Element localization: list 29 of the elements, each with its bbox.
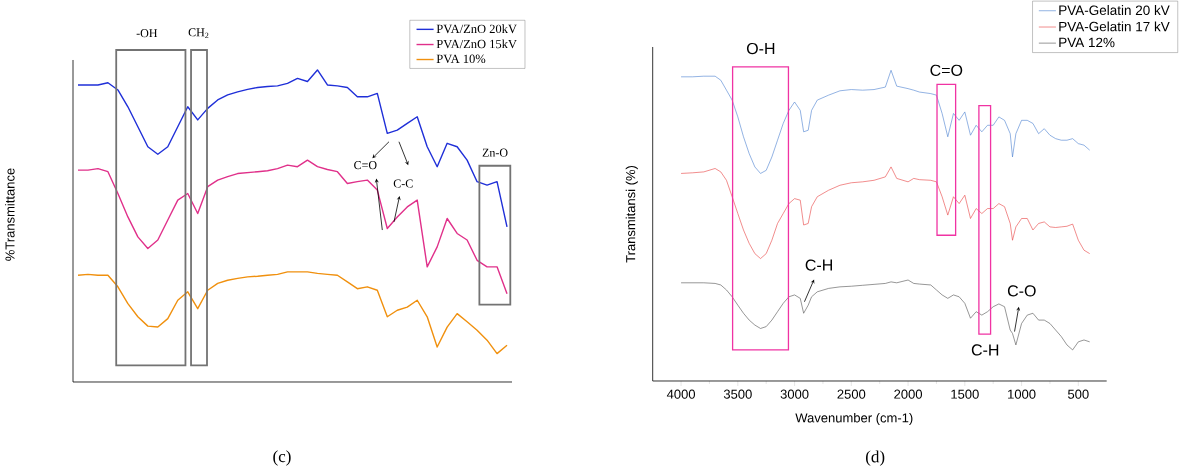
- legend-label: PVA-Gelatin 20 kV: [1059, 5, 1170, 16]
- annotation: C=O: [930, 64, 963, 76]
- legend-label: PVA/ZnO 20kV: [436, 24, 517, 34]
- text: O-H: [746, 42, 775, 55]
- x-tick-label: 1000: [1008, 389, 1036, 399]
- y-axis-title: Transmitansi (%): [625, 165, 638, 263]
- legend-label: PVA/ZnO 15kV: [436, 39, 517, 49]
- x-tick-label: 2500: [837, 389, 866, 399]
- x-tick-label: 2000: [894, 389, 923, 399]
- x-tick-label: 4000: [666, 389, 696, 399]
- x-tick-label: 1500: [951, 389, 979, 399]
- legend-label: PVA 12%: [1059, 37, 1115, 48]
- annotation: C-O: [1007, 285, 1036, 297]
- x-tick-label: 3500: [723, 389, 752, 399]
- x-axis-title: Wavenumber (cm-1): [795, 412, 913, 426]
- legend-label: PVA-Gelatin 17 kV: [1059, 21, 1170, 32]
- annotation: C-H: [805, 259, 832, 271]
- text: (d): [866, 450, 885, 466]
- x-tick-label: 3000: [780, 389, 809, 399]
- annotation: C-C: [393, 179, 413, 188]
- annotation: C-H: [971, 344, 999, 356]
- text: (c): [273, 450, 291, 466]
- annotation: C=O: [354, 161, 377, 170]
- text: -OH: [136, 29, 158, 38]
- legend-label: PVA 10%: [436, 54, 486, 64]
- annotation: Zn-O: [482, 148, 508, 157]
- y-axis-title: %Transmittance: [5, 168, 15, 261]
- x-tick-label: 500: [1067, 389, 1089, 399]
- text: CH$_{2}$: [188, 28, 209, 39]
